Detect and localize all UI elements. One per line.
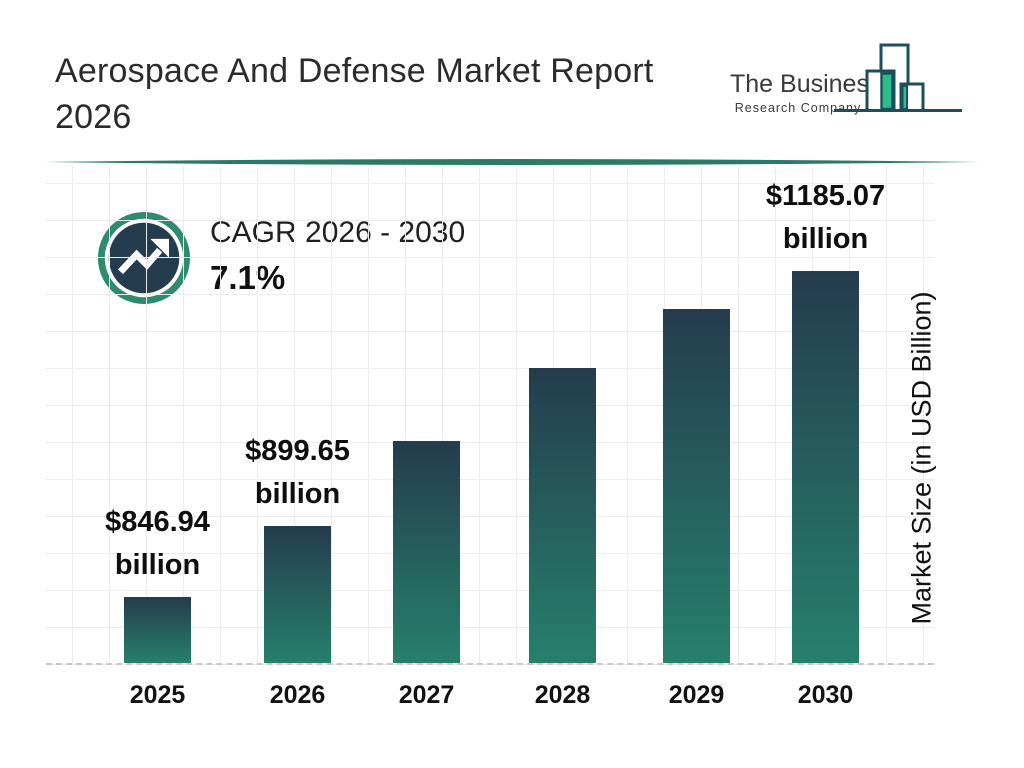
logo-subname: Research Company xyxy=(734,101,862,115)
company-logo-text: The Business Research Company xyxy=(730,70,882,115)
x-tick-2025: 2025 xyxy=(129,681,186,709)
value-label-2026: $899.65 billion xyxy=(245,435,350,510)
bar-2030 xyxy=(792,271,859,663)
x-tick-2030: 2030 xyxy=(797,681,854,709)
value-label-2030: $1185.07 billion xyxy=(765,180,886,255)
page-title: Aerospace And Defense Market Report 2026 xyxy=(55,48,715,140)
page-title-line1: Aerospace And Defense Market Report xyxy=(55,52,654,90)
page-title-line2: 2026 xyxy=(55,98,132,136)
x-tick-2027: 2027 xyxy=(398,681,455,709)
bar-2029 xyxy=(663,309,730,663)
company-logo: The Business Research Company xyxy=(720,40,986,124)
bar-2026 xyxy=(264,526,331,663)
bar-2028 xyxy=(529,368,596,663)
divider xyxy=(45,159,980,165)
bar-2027 xyxy=(393,441,460,663)
bar-chart-icon xyxy=(834,43,962,112)
y-axis-label: Market Size (in USD Billion) xyxy=(906,291,937,625)
logo-name: The Business xyxy=(730,70,882,98)
bar-chart-area: $846.94 billion 2025 $899.65 billion 2026 2027… xyxy=(46,166,934,709)
value-label-2025: $846.94 billion xyxy=(105,506,210,581)
x-tick-2029: 2029 xyxy=(668,681,725,709)
x-tick-2026: 2026 xyxy=(269,681,326,709)
bar-2025 xyxy=(124,597,191,663)
x-tick-2028: 2028 xyxy=(534,681,591,709)
